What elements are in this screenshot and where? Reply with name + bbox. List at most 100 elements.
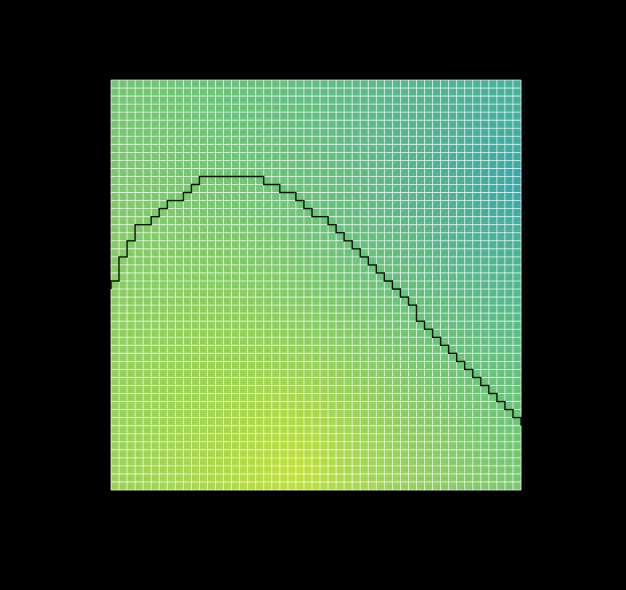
heatmap-cell	[279, 465, 289, 475]
heatmap-cell	[295, 208, 305, 217]
heatmap-cell	[400, 449, 409, 459]
heatmap-cell	[143, 377, 152, 386]
heatmap-cell	[456, 176, 466, 185]
heatmap-cell	[215, 369, 224, 378]
heatmap-cell	[416, 120, 425, 129]
heatmap-cell	[352, 465, 361, 475]
heatmap-cell	[135, 104, 144, 113]
heatmap-cell	[215, 208, 224, 217]
heatmap-cell	[311, 152, 321, 161]
heatmap-cell	[215, 256, 224, 266]
heatmap-cell	[255, 112, 265, 121]
heatmap-cell	[279, 192, 289, 201]
heatmap-cell	[440, 104, 449, 113]
heatmap-cell	[504, 329, 514, 338]
heatmap-cell	[384, 88, 393, 97]
heatmap-cell	[504, 289, 514, 298]
heatmap-cell	[480, 393, 490, 402]
heatmap-cell	[488, 449, 498, 459]
heatmap-cell	[199, 377, 208, 386]
heatmap-cell	[135, 128, 144, 137]
heatmap-cell	[303, 369, 313, 378]
heatmap-cell	[320, 337, 329, 346]
heatmap-cell	[271, 256, 281, 266]
heatmap-cell	[496, 224, 506, 234]
heatmap-cell	[368, 216, 377, 226]
heatmap-cell	[247, 136, 257, 145]
heatmap-cell	[239, 240, 248, 250]
heatmap-cell	[488, 80, 498, 89]
heatmap-cell	[344, 264, 353, 274]
heatmap-cell	[167, 120, 176, 129]
heatmap-cell	[223, 401, 232, 410]
heatmap-cell	[215, 377, 224, 386]
heatmap-cell	[448, 289, 457, 298]
heatmap-cell	[127, 393, 136, 402]
heatmap-cell	[279, 128, 289, 137]
heatmap-cell	[512, 329, 522, 338]
heatmap-cell	[239, 216, 248, 226]
heatmap-cell	[488, 224, 498, 234]
heatmap-cell	[472, 96, 482, 105]
heatmap-cell	[279, 80, 289, 89]
heatmap-cell	[336, 272, 345, 282]
heatmap-cell	[344, 393, 353, 402]
heatmap-cell	[408, 393, 417, 402]
heatmap-cell	[424, 240, 433, 250]
heatmap-cell	[424, 184, 433, 193]
heatmap-cell	[352, 377, 361, 386]
heatmap-cell	[215, 361, 224, 370]
heatmap-cell	[424, 128, 433, 137]
heatmap-cell	[127, 465, 136, 475]
heatmap-cell	[127, 401, 136, 410]
heatmap-cell	[408, 417, 417, 426]
heatmap-cell	[360, 88, 369, 97]
heatmap-cell	[135, 297, 144, 306]
heatmap-cell	[496, 128, 506, 137]
heatmap-cell	[328, 192, 337, 201]
heatmap-cell	[456, 96, 466, 105]
heatmap-cell	[207, 457, 216, 467]
heatmap-cell	[143, 289, 152, 298]
heatmap-cell	[127, 385, 136, 394]
heatmap-cell	[432, 481, 441, 491]
heatmap-cell	[143, 136, 152, 145]
heatmap-cell	[119, 256, 128, 266]
heatmap-cell	[408, 369, 417, 378]
heatmap-cell	[295, 88, 305, 97]
heatmap-cell	[239, 256, 248, 266]
heatmap-cell	[360, 481, 369, 491]
heatmap-cell	[336, 88, 345, 97]
heatmap-cell	[135, 112, 144, 121]
heatmap-cell	[472, 184, 482, 193]
heatmap-cell	[175, 80, 184, 89]
heatmap-cell	[119, 401, 128, 410]
heatmap-cell	[231, 248, 240, 258]
heatmap-cell	[279, 337, 289, 346]
heatmap-cell	[271, 96, 281, 105]
heatmap-cell	[336, 112, 345, 121]
heatmap-cell	[376, 136, 385, 145]
heatmap-cell	[424, 216, 433, 226]
heatmap-cell	[408, 465, 417, 475]
heatmap-cell	[127, 264, 136, 274]
heatmap-cell	[328, 289, 337, 298]
heatmap-cell	[135, 361, 144, 370]
heatmap-cell	[384, 409, 393, 418]
heatmap-cell	[303, 232, 313, 242]
heatmap-cell	[239, 289, 248, 298]
heatmap-cell	[127, 441, 136, 451]
heatmap-cell	[496, 144, 506, 153]
heatmap-cell	[512, 232, 522, 242]
heatmap-cell	[199, 401, 208, 410]
heatmap-cell	[480, 473, 490, 483]
heatmap-cell	[424, 425, 433, 435]
heatmap-cell	[303, 264, 313, 274]
heatmap-cell	[448, 168, 457, 177]
heatmap-cell	[263, 248, 273, 258]
heatmap-cell	[448, 353, 457, 362]
heatmap-cell	[496, 112, 506, 121]
heatmap-cell	[215, 417, 224, 426]
heatmap-cell	[368, 240, 377, 250]
heatmap-cell	[416, 345, 425, 354]
